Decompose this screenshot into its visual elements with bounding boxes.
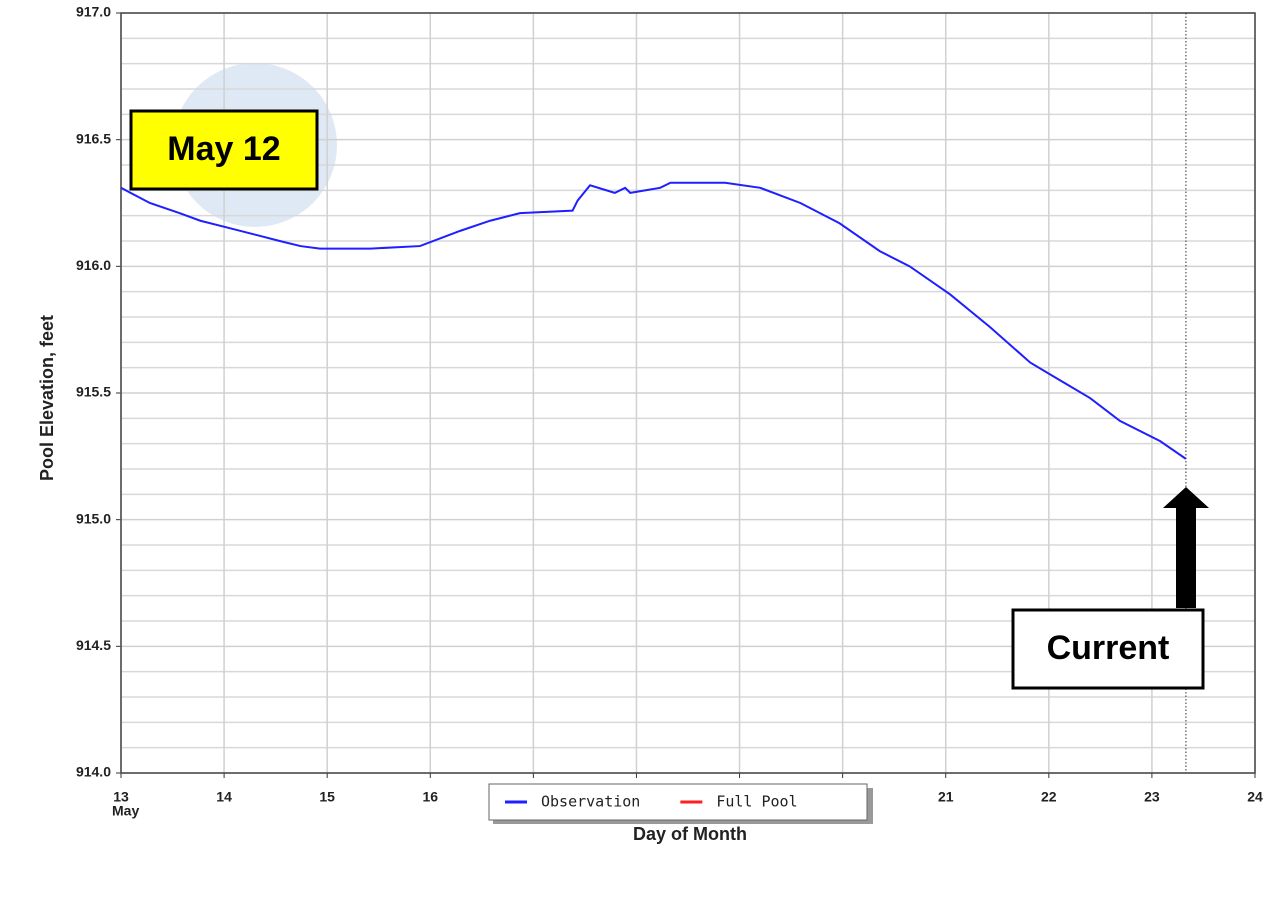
legend: Observation Full Pool [488, 783, 873, 824]
series-line [120, 181, 1187, 460]
y-tick-label: 916.5 [76, 130, 111, 146]
y-axis-label: Pool Elevation, feet [37, 315, 57, 481]
x-tick-label: 13 [113, 789, 129, 805]
legend-label: Observation [541, 793, 640, 811]
x-tick-label: 21 [938, 789, 954, 805]
annotation-box [1011, 608, 1205, 690]
annotation: May 12 [167, 130, 280, 168]
x-tick-label: 24 [1247, 789, 1263, 805]
legend-box [488, 783, 868, 821]
annotation: Current [1047, 629, 1170, 667]
x-tick-label: 22 [1041, 789, 1057, 805]
arrow [1163, 487, 1209, 608]
y-tick-label: 915.5 [76, 384, 111, 400]
x-sublabel: May [112, 803, 139, 819]
y-tick-label: 914.5 [76, 637, 111, 653]
x-tick-label: 16 [422, 789, 438, 805]
x-tick-label: 15 [319, 789, 335, 805]
x-tick-label: 14 [216, 789, 232, 805]
annotation-box [129, 109, 319, 191]
y-tick-label: 914.0 [76, 764, 111, 780]
y-tick-label: 915.0 [76, 510, 111, 526]
y-tick-label: 917.0 [76, 4, 111, 20]
x-tick-label: 23 [1144, 789, 1160, 805]
x-axis-label: Day of Month [633, 824, 747, 844]
y-tick-label: 916.0 [76, 257, 111, 273]
legend-label: Full Pool [716, 793, 797, 811]
plot-frame [120, 12, 1256, 774]
